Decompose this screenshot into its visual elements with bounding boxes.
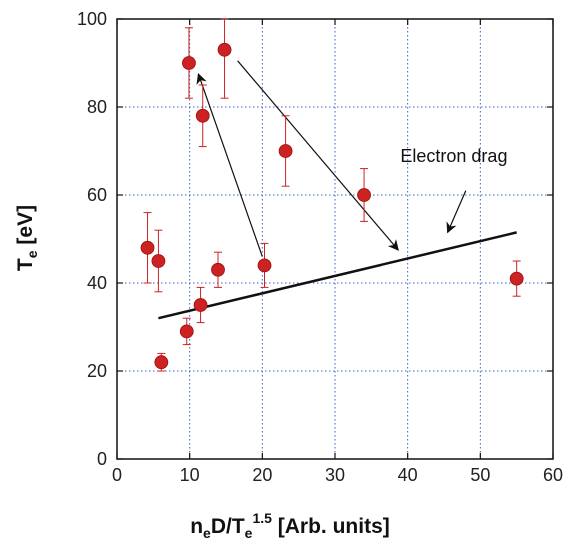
y-tick-label: 60	[87, 185, 107, 205]
y-axis-title-t: T	[14, 258, 37, 271]
y-axis-title-sub: e	[24, 250, 40, 258]
data-point	[179, 324, 194, 339]
annotation-label: Electron drag	[400, 146, 507, 166]
data-point	[195, 108, 210, 123]
data-point	[211, 262, 225, 277]
data-point	[257, 258, 272, 273]
tick-labels: 0 10 20 30 40 50 60 0 20 40 60 80 100	[77, 9, 563, 485]
data-point	[193, 298, 208, 312]
annotation-arrow	[446, 190, 467, 234]
y-tick-label: 100	[77, 9, 107, 29]
x-axis-title-sup: 1.5	[252, 510, 272, 526]
y-axis-title: Te [eV]	[14, 205, 40, 271]
data-point	[151, 254, 166, 268]
y-tick-label: 80	[87, 97, 107, 117]
x-tick-label: 20	[252, 465, 272, 485]
annotations	[158, 60, 517, 320]
x-tick-label: 30	[325, 465, 345, 485]
y-tick-label: 0	[97, 449, 107, 469]
x-tick-label: 60	[543, 465, 563, 485]
data-point	[140, 240, 155, 255]
trend-arrow	[196, 72, 263, 257]
x-axis-title-sub2: e	[245, 525, 253, 541]
data-point	[182, 56, 196, 70]
data-point	[509, 271, 524, 286]
x-axis-title: neD/Te1.5 [Arb. units]	[190, 510, 390, 541]
x-axis-title-tail: [Arb. units]	[272, 515, 390, 538]
x-axis-title-n: n	[190, 515, 203, 538]
y-tick-label: 20	[87, 361, 107, 381]
x-tick-label: 0	[112, 465, 122, 485]
x-tick-label: 50	[470, 465, 490, 485]
electron-drag-line	[158, 231, 517, 320]
data-point	[217, 42, 232, 57]
data-points	[140, 42, 524, 370]
data-point	[357, 188, 371, 202]
x-axis-title-sub1: e	[203, 525, 211, 541]
x-tick-label: 40	[398, 465, 418, 485]
y-axis-title-tail: [eV]	[14, 205, 37, 251]
data-point	[154, 355, 169, 370]
y-tick-label: 40	[87, 273, 107, 293]
grid	[117, 19, 553, 459]
trend-arrow	[237, 60, 399, 251]
error-bar	[220, 18, 229, 99]
x-tick-label: 10	[180, 465, 200, 485]
x-axis-title-mid: D/T	[211, 515, 245, 538]
data-point	[278, 144, 293, 158]
axis-ticks	[116, 18, 554, 460]
